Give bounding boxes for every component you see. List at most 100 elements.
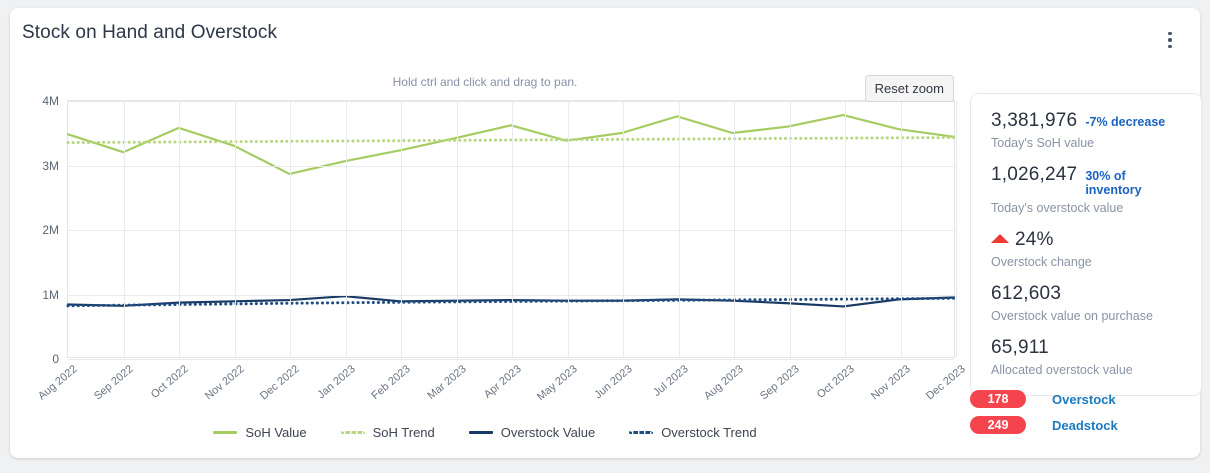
stat-block: 3,381,976 -7% decrease Today's SoH value [971,110,1201,150]
y-axis-tick-label: 3M [42,158,59,173]
reset-zoom-button[interactable]: Reset zoom [864,75,954,102]
stat-value-row: 65,911 [991,337,1181,359]
legend-swatch-icon [340,431,365,434]
kebab-dot-1 [1168,31,1172,36]
x-gridline [401,101,402,357]
pan-hint-text: Hold ctrl and click and drag to pan. [392,75,578,89]
x-axis-tick-label: Dec 2022 [257,363,302,403]
legend-swatch-icon [213,431,238,434]
legend-item[interactable]: Overstock Trend [629,425,757,440]
x-gridline [678,101,680,357]
stock-overstock-card: Stock on Hand and Overstock Hold ctrl an… [10,8,1202,458]
x-axis-tick-label: Jun 2023 [592,363,635,402]
chart-legend: SoH Value SoH Trend Overstock Value Oversto… [10,425,960,440]
stat-value: 1,026,247 [991,164,1078,185]
y-axis-tick-label: 4M [42,94,59,108]
chart-container: Hold ctrl and click and drag to pan. 0 1M… [10,63,968,453]
y-axis-tick-label: 0 [52,352,59,366]
stat-label: Today's overstock value [991,201,1124,215]
badge-row: 178 Overstock [970,390,1202,408]
stat-value-row: 3,381,976 -7% decrease [991,110,1181,132]
badge-link[interactable]: Deadstock [1052,417,1118,433]
x-gridline [956,101,957,357]
x-axis-tick-label: May 2023 [534,363,580,404]
legend-swatch-icon [468,431,493,434]
stat-value-row: 24% [991,229,1181,251]
stat-value-row: 1,026,247 30% of inventory [991,164,1181,197]
legend-swatch-icon [629,431,654,434]
stat-block: 1,026,247 30% of inventory Today's oversto… [971,164,1201,215]
legend-label: Overstock Value [500,425,596,440]
stats-panel: 3,381,976 -7% decrease Today's SoH value 1,… [970,93,1202,396]
badge-link[interactable]: Overstock [1052,391,1116,407]
x-axis-tick-label: Oct 2022 [148,363,191,401]
chart-lines [66,113,956,308]
triangle-up-icon [991,233,1009,243]
stat-value: 3,381,976 [991,110,1078,131]
chart-series-line [66,296,956,308]
x-axis-tick-label: Aug 2023 [701,363,746,403]
legend-label: SoH Trend [372,425,435,440]
chart-series-line [66,113,956,176]
stat-label: Overstock change [991,255,1092,269]
y-gridline [68,230,954,231]
y-axis-tick-label: 1M [42,287,59,302]
x-gridline [123,101,125,357]
x-axis-tick-label: Mar 2023 [424,363,469,403]
x-gridline [734,101,735,357]
stat-block: 612,603 Overstock value on purchase [971,283,1201,323]
badge-count[interactable]: 249 [970,416,1026,434]
kebab-dot-3 [1168,44,1172,49]
stat-label: Allocated overstock value [991,363,1133,377]
stat-label: Today's SoH value [991,136,1095,150]
x-axis-tick-label: Jul 2023 [650,363,691,399]
chart-plot-area[interactable]: 0 1M 2M 3M 4M Aug 2022 Sep 2022 Oct 2022 Nov 202… [36,94,968,403]
x-axis-tick-label: Dec 2023 [923,363,968,403]
y-gridline [68,294,954,296]
kebab-dot-2 [1168,38,1172,42]
x-axis-tick-label: Nov 2023 [868,363,913,403]
y-gridline [68,359,954,360]
x-gridline [179,101,180,357]
badge-row: 249 Deadstock [970,416,1202,434]
stat-value-row: 612,603 [991,283,1181,305]
x-axis-tick-label: Feb 2023 [369,363,413,403]
badge-count[interactable]: 178 [970,390,1026,408]
x-axis-tick-label: Jan 2023 [314,363,358,402]
legend-item[interactable]: Overstock Value [468,425,596,440]
x-gridline [345,101,347,357]
x-gridline [845,101,846,357]
x-gridline [234,101,236,357]
legend-item[interactable]: SoH Trend [340,425,435,440]
legend-label: Overstock Trend [661,425,757,440]
x-gridline [567,101,569,357]
x-gridline [789,101,791,357]
x-axis-tick-label: Aug 2022 [35,363,80,403]
x-gridline [900,101,902,357]
kebab-menu-icon[interactable] [1160,28,1180,52]
stat-delta: 30% of inventory [1085,169,1142,197]
stat-value: 612,603 [991,283,1062,304]
x-gridline [512,101,513,357]
stat-value: 65,911 [991,337,1049,358]
legend-label: SoH Value [245,425,307,440]
y-axis-tick-label: 2M [42,223,59,237]
page-title: Stock on Hand and Overstock [22,22,278,43]
x-axis-tick-label: Oct 2023 [814,363,857,401]
stat-block: 24% Overstock change [971,229,1201,269]
stat-delta: -7% decrease [1085,115,1166,129]
x-axis-tick-label: Sep 2022 [91,363,136,403]
x-axis-tick-label: Apr 2023 [481,363,524,401]
x-axis-tick-label: Nov 2022 [202,363,247,403]
x-gridline [623,101,624,357]
badges-panel: 178 Overstock 249 Deadstock [970,390,1202,442]
stat-label: Overstock value on purchase [991,309,1153,323]
chart-series-line [66,135,956,145]
x-axis-tick-label: Sep 2023 [757,363,802,403]
y-gridline [68,101,954,102]
stat-block: 65,911 Allocated overstock value [971,337,1201,377]
legend-item[interactable]: SoH Value [213,425,307,440]
x-gridline [456,101,458,357]
stat-value: 24% [1015,229,1054,250]
